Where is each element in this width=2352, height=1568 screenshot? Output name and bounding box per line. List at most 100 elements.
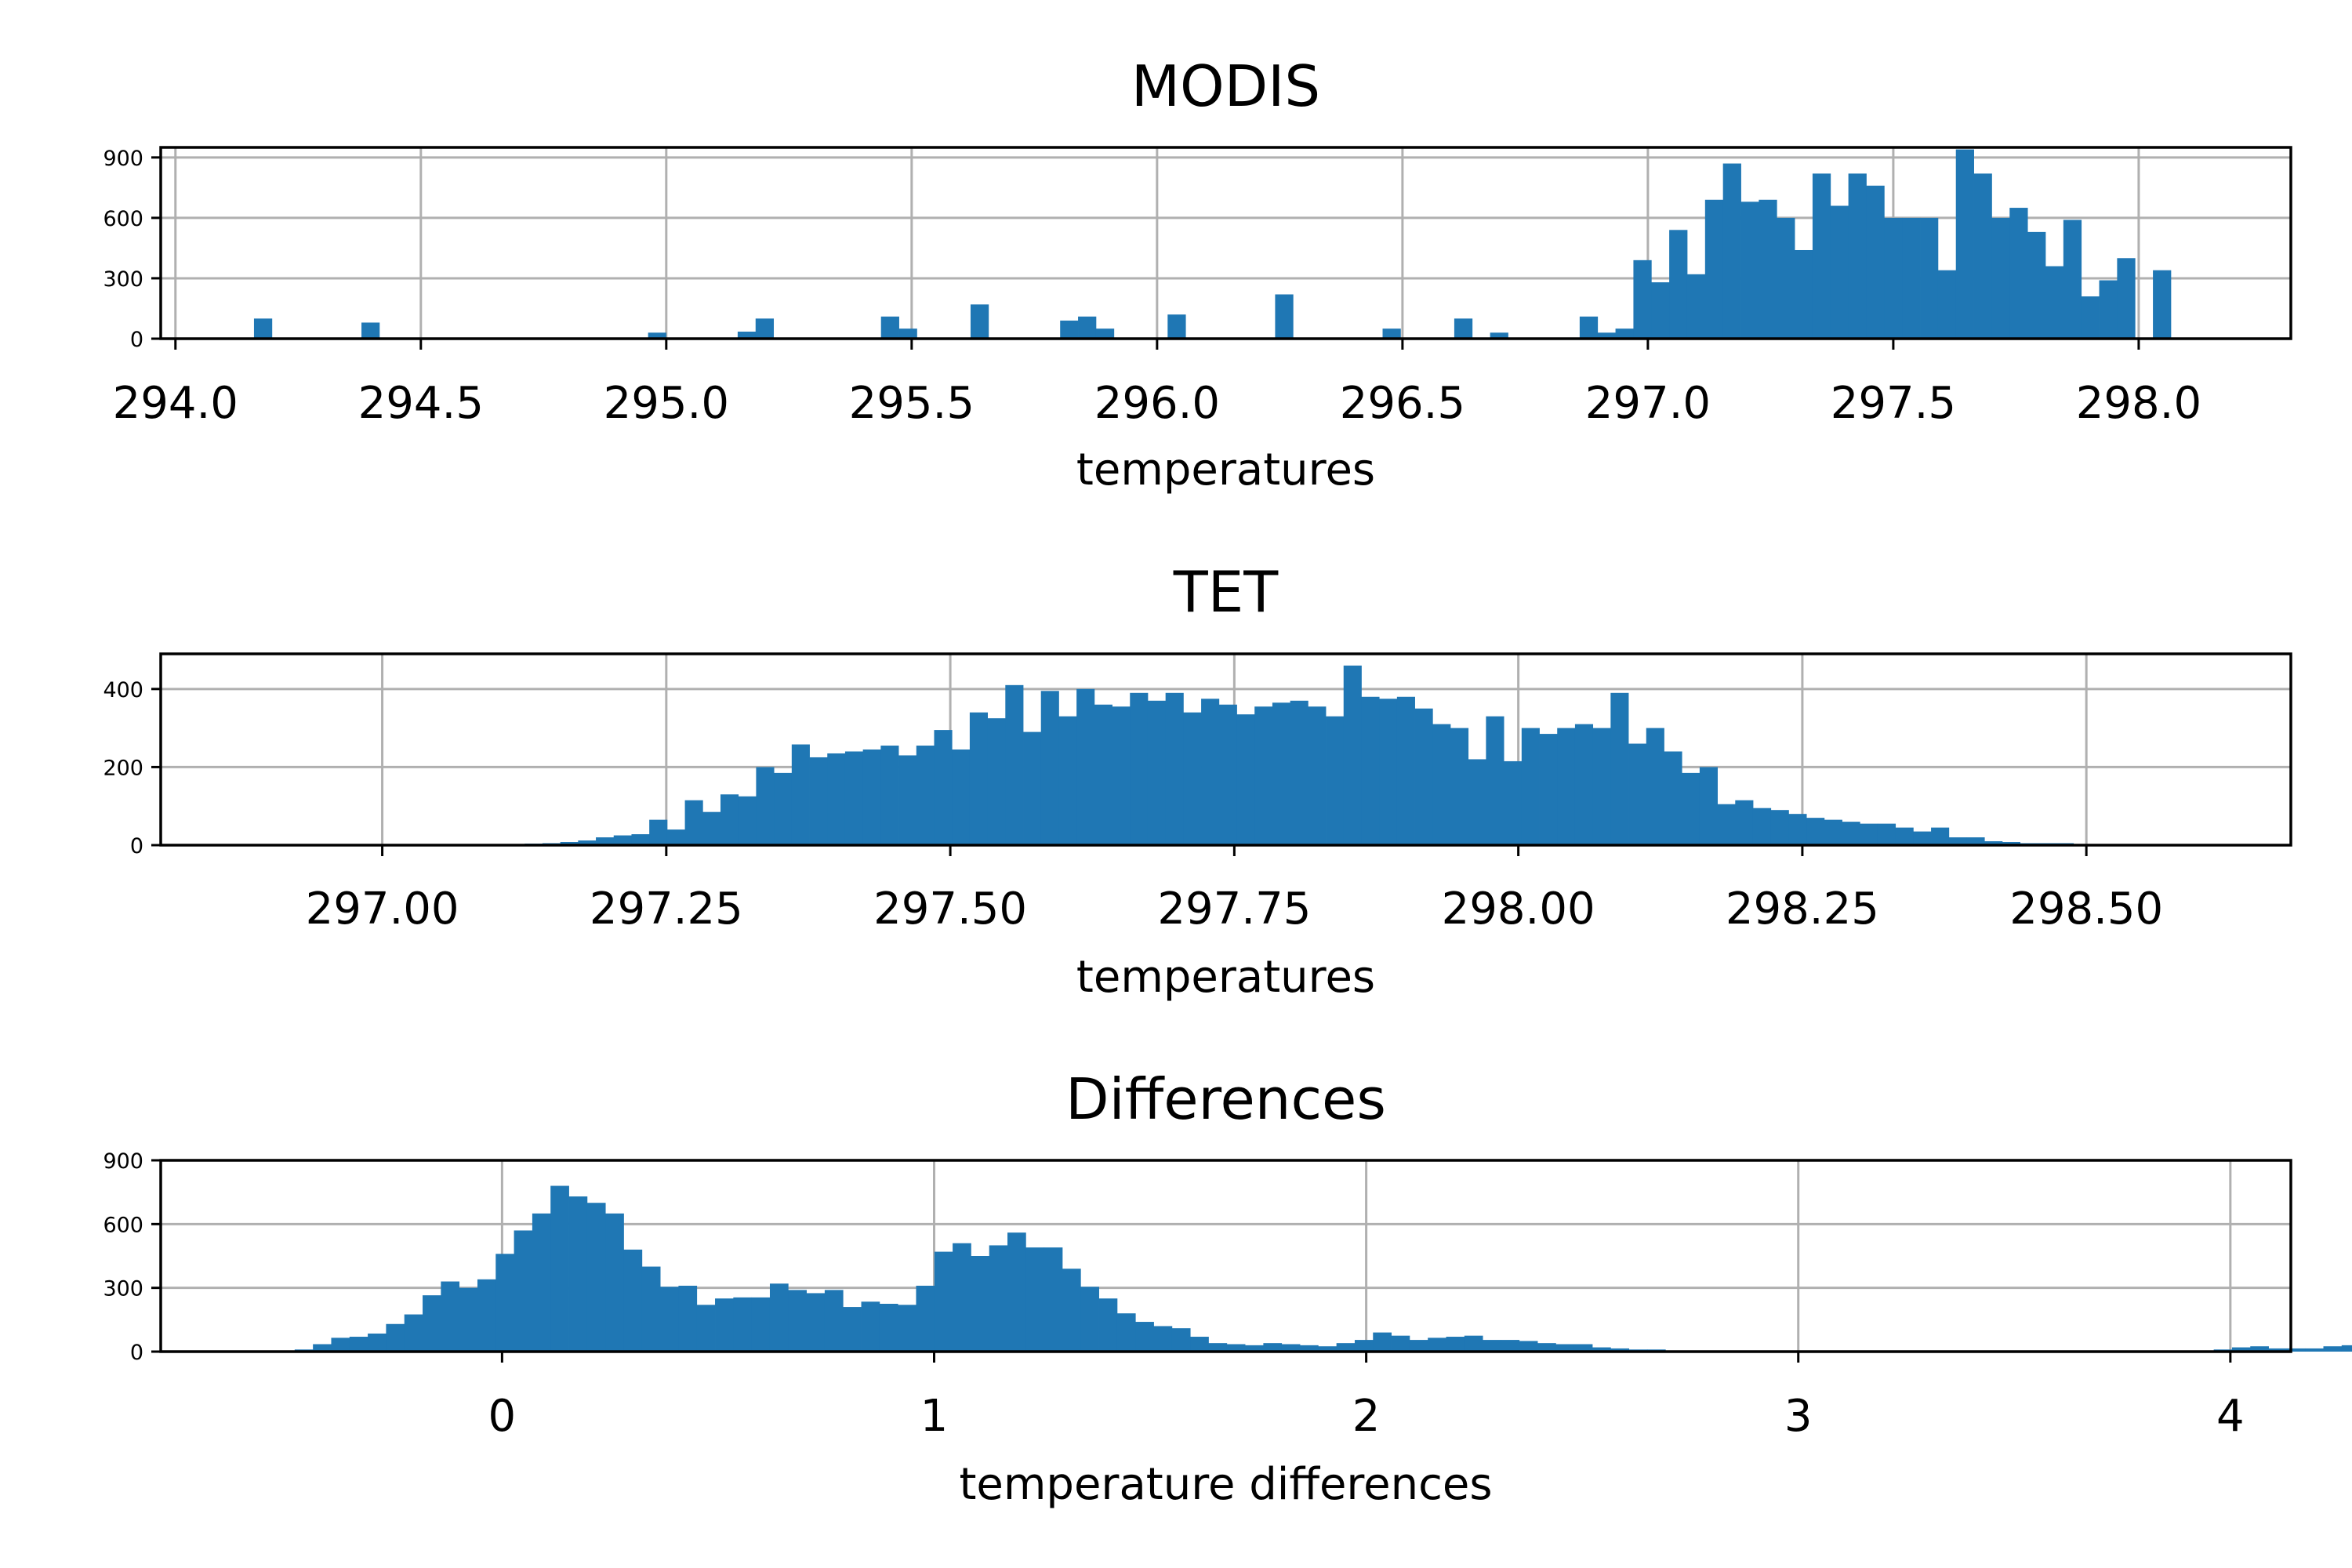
histogram-bar	[1597, 332, 1616, 339]
x-tick-label: 297.0	[1585, 378, 1711, 429]
histogram-bar	[1183, 712, 1202, 845]
histogram-bar	[1848, 173, 1867, 339]
histogram-bar	[1788, 814, 1807, 845]
histogram-bar	[550, 1185, 569, 1352]
histogram-bar	[755, 318, 775, 339]
histogram-bar	[1044, 1247, 1063, 1352]
histogram-bar	[2231, 1347, 2251, 1352]
histogram-bar	[1076, 688, 1095, 845]
histogram-bar	[1633, 260, 1652, 339]
histogram-bar	[1373, 1332, 1392, 1352]
histogram-bar	[2153, 270, 2172, 339]
histogram-bar	[666, 829, 685, 845]
histogram-bar	[1428, 1338, 1446, 1352]
histogram-bar	[1501, 1340, 1520, 1352]
histogram-bar	[880, 316, 899, 339]
histogram-bar	[660, 1287, 679, 1352]
histogram-bar	[514, 1230, 533, 1352]
histogram-bar	[737, 332, 757, 339]
histogram-bar	[1984, 841, 2003, 845]
histogram-bar	[1450, 728, 1469, 845]
histogram-bar	[720, 794, 739, 845]
histogram-bar	[684, 800, 703, 845]
histogram-bar	[733, 1297, 753, 1352]
histogram-bar	[1483, 1340, 1501, 1352]
histogram-bar	[1955, 149, 1974, 339]
histogram-bar	[1263, 1343, 1283, 1352]
x-axis-label: temperatures	[1076, 952, 1375, 1003]
panel-differences: 0 1 2 3 4 0 300 600 900 Differences temperature di…	[103, 1066, 2352, 1510]
histogram-bar	[1537, 1343, 1556, 1352]
histogram-bar	[824, 1290, 844, 1352]
histogram-bar	[1610, 692, 1629, 845]
histogram-bar	[1866, 185, 1885, 339]
x-tick-label: 298.00	[1442, 884, 1595, 935]
y-tick-label: 600	[103, 207, 143, 231]
histogram-bar	[368, 1333, 387, 1352]
histogram-bar	[1557, 728, 1576, 845]
histogram-bar	[1699, 767, 1718, 845]
histogram-bar	[1147, 700, 1167, 845]
histogram-bar	[1539, 734, 1558, 845]
histogram-bar	[970, 304, 989, 339]
histogram-bar	[1454, 318, 1473, 339]
histogram-bar	[623, 1249, 643, 1352]
histogram-bar	[1966, 837, 1985, 845]
x-tick-label: 295.0	[604, 378, 729, 429]
histogram-bar	[641, 1266, 661, 1352]
histogram-bar	[1040, 691, 1059, 845]
histogram-bar	[1592, 728, 1611, 845]
histogram-bar	[1308, 706, 1327, 845]
histogram-bar	[2250, 1346, 2269, 1352]
histogram-bar	[774, 772, 793, 845]
histogram-bar	[788, 1290, 807, 1352]
y-tick-label: 0	[130, 328, 143, 352]
histogram-bar	[1167, 314, 1186, 339]
histogram-bar	[1884, 217, 1903, 339]
histogram-bar	[1153, 1326, 1173, 1352]
histogram-bar	[916, 1285, 935, 1352]
x-tick-label: 4	[2216, 1391, 2245, 1442]
histogram-bar	[1740, 201, 1759, 339]
histogram-bar	[1920, 217, 1939, 339]
histogram-bar	[2117, 258, 2136, 339]
histogram-bar	[1290, 700, 1308, 845]
histogram-bar	[2305, 1348, 2324, 1352]
y-tick-label: 600	[103, 1213, 143, 1237]
x-tick-label: 295.5	[849, 378, 975, 429]
histogram-bar	[827, 753, 846, 845]
y-tick-label: 300	[103, 1277, 143, 1301]
histogram-bar	[2081, 296, 2100, 339]
histogram-bar	[1218, 704, 1237, 845]
histogram-bar	[1735, 800, 1754, 845]
histogram-bar	[809, 757, 828, 845]
histogram-bar	[969, 712, 989, 845]
histogram-bar	[2009, 208, 2028, 339]
histogram-bar	[349, 1337, 368, 1352]
histogram-bar	[404, 1314, 423, 1352]
histogram-bar	[1007, 1232, 1026, 1352]
histogram-bar	[613, 835, 632, 845]
histogram-bar	[1686, 274, 1706, 339]
histogram-bar	[631, 834, 650, 845]
histogram-bar	[2002, 842, 2021, 845]
histogram-bar	[678, 1285, 698, 1352]
histogram-bar	[253, 318, 273, 339]
y-tick-label: 200	[103, 756, 143, 780]
axes-frame	[159, 1159, 2292, 1353]
x-tick-label: 297.75	[1157, 884, 1311, 935]
histogram-bar	[1226, 1344, 1246, 1352]
histogram-bar	[495, 1254, 514, 1352]
x-tick-label: 296.5	[1340, 378, 1465, 429]
histogram-bar	[843, 1307, 862, 1352]
histogram-bar	[1777, 217, 1795, 339]
histogram-bar	[386, 1323, 405, 1352]
histogram-bar	[2063, 220, 2082, 339]
histogram-bar	[1913, 831, 1932, 845]
x-tick-label: 2	[1352, 1391, 1381, 1442]
x-tick-label: 3	[1784, 1391, 1813, 1442]
histogram-bar	[696, 1305, 716, 1352]
histogram-bar	[313, 1344, 332, 1352]
histogram-bar	[532, 1213, 551, 1352]
